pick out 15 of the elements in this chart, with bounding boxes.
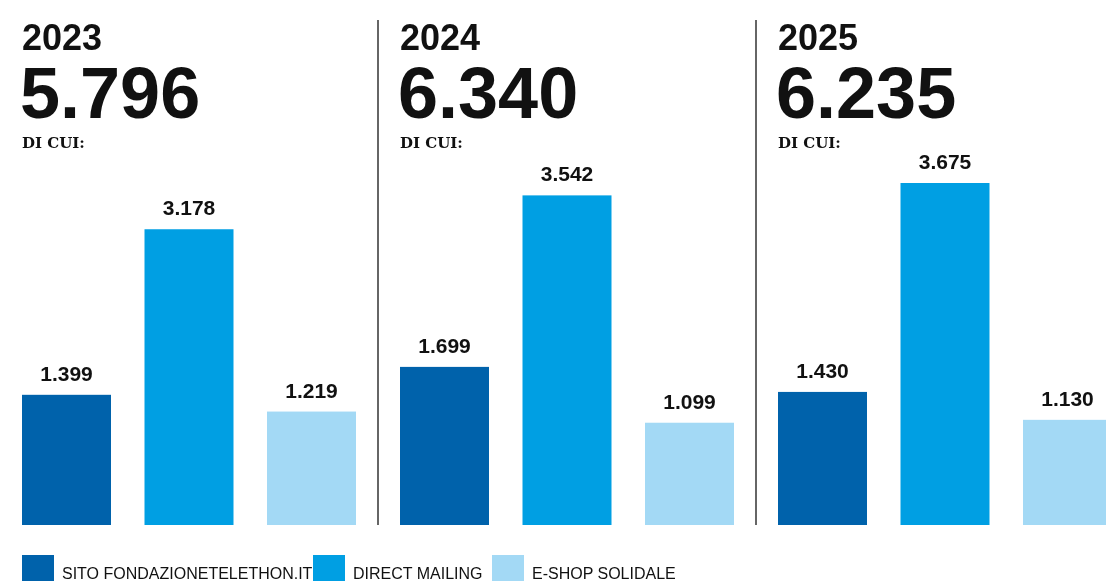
legend-label: E-SHOP SOLIDALE — [532, 565, 676, 581]
legend-label: SITO FONDAZIONETELETHON.IT — [62, 565, 313, 581]
legend-label: DIRECT MAILING — [353, 565, 483, 581]
data-label: 3.542 — [540, 162, 594, 186]
text: DI CUI: — [400, 134, 463, 152]
data-label: 1.219 — [285, 378, 338, 402]
data-label: 1.430 — [796, 358, 849, 382]
data-label: 1.099 — [663, 389, 716, 413]
data-label: 3.178 — [162, 196, 216, 220]
data-label: 1.699 — [418, 333, 471, 357]
data-label: 1.399 — [40, 361, 93, 385]
text: DI CUI: — [22, 134, 85, 152]
data-label: 1.130 — [1041, 386, 1094, 410]
data-label: 3.675 — [918, 150, 972, 173]
text: DI CUI: — [778, 134, 841, 152]
